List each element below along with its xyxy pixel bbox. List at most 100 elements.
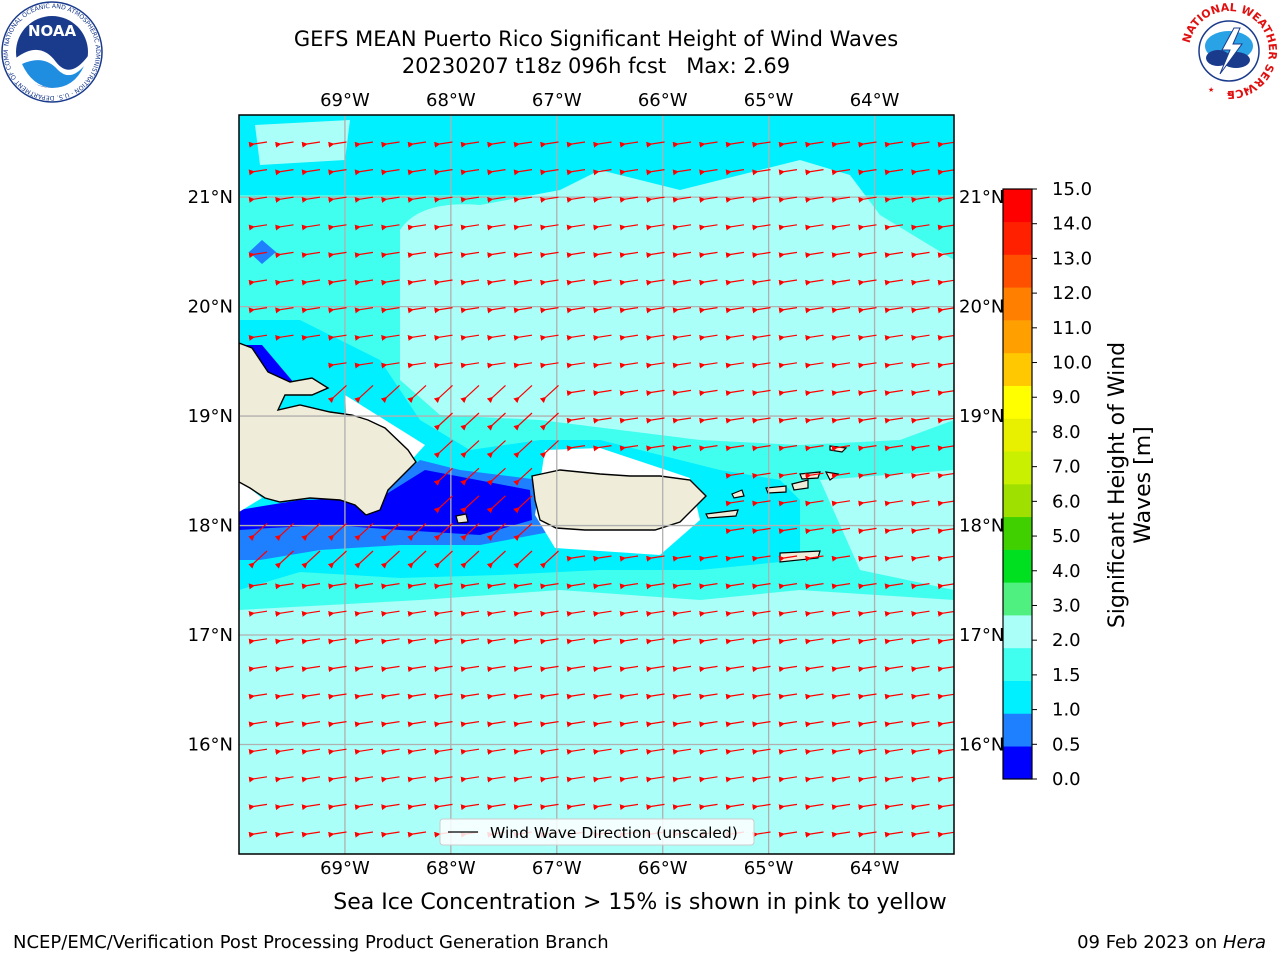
wave-arrow-75: [805, 196, 824, 203]
wave-arrow-181: [752, 307, 771, 314]
wave-arrow-57: [328, 196, 347, 203]
wave-arrow-533: [805, 721, 824, 728]
wave-arrow-588: [831, 776, 851, 783]
wave-arrow-569: [328, 776, 347, 783]
wave-arrow-81: [248, 224, 268, 231]
lat-tick-right-4: 17°N: [959, 625, 1004, 646]
wave-arrow-28: [275, 169, 294, 176]
wave-arrow-67: [593, 196, 612, 203]
wave-arrow-595: [301, 803, 321, 811]
wave-arrow-224: [540, 362, 559, 369]
wave-arrow-73: [752, 196, 771, 203]
wave-arrow-558: [752, 748, 771, 755]
colorbar-segment-0: [1003, 746, 1032, 780]
wave-arrow-244: [433, 384, 453, 403]
wave-arrow-70: [672, 196, 692, 203]
wave-arrow-233: [778, 362, 798, 369]
wave-arrow-227: [619, 362, 639, 369]
chart-subtitle: 20230207 t18z 096h fcst Max: 2.69: [401, 54, 791, 78]
wave-arrow-623: [328, 831, 347, 838]
wave-arrow-130: [831, 251, 851, 259]
footer-host: Hera: [1222, 932, 1266, 953]
wave-arrow-345: [831, 527, 851, 535]
wave-arrow-363: [593, 555, 612, 562]
wave-arrow-356: [407, 550, 427, 569]
wave-arrow-114: [407, 251, 427, 259]
wave-arrow-250: [593, 389, 612, 397]
wave-arrow-277: [778, 417, 798, 424]
wave-arrow-163: [275, 307, 294, 314]
wave-arrow-212: [858, 334, 877, 341]
land-puerto-rico: [531, 469, 707, 531]
wave-arrow-148: [593, 279, 612, 286]
wave-arrow-384: [434, 583, 453, 590]
lat-tick-right-2: 19°N: [959, 406, 1004, 427]
wave-arrow-548: [487, 748, 506, 755]
wave-arrow-207: [725, 334, 745, 341]
wave-arrow-424: [778, 610, 798, 617]
wave-arrow-35: [460, 169, 480, 176]
wave-arrow-606: [593, 803, 612, 811]
wave-arrow-77: [858, 196, 877, 203]
wave-arrow-170: [460, 307, 480, 314]
colorbar-segment-16: [1003, 221, 1032, 255]
wave-arrow-256: [752, 389, 771, 397]
wave-arrow-524: [566, 721, 586, 728]
wave-arrow-63: [487, 196, 506, 203]
lat-tick-left-4: 17°N: [188, 625, 233, 646]
wave-arrow-1: [275, 141, 294, 148]
wave-arrow-268: [539, 412, 559, 431]
wave-arrow-505: [778, 693, 798, 700]
wave-arrow-173: [540, 307, 559, 314]
wave-arrow-58: [354, 196, 374, 203]
wave-arrow-190: [275, 334, 294, 341]
wave-arrow-310: [778, 472, 798, 479]
lat-tick-right-3: 18°N: [959, 516, 1004, 537]
wave-arrow-142: [434, 279, 453, 286]
wave-arrow-545: [407, 748, 427, 755]
wave-arrow-370: [778, 555, 798, 562]
wave-arrow-276: [752, 417, 771, 424]
wave-arrow-33: [407, 169, 427, 176]
wave-arrow-570: [354, 776, 374, 783]
wave-arrow-94: [593, 224, 612, 231]
wave-arrow-85: [354, 224, 374, 231]
wave-arrow-117: [487, 251, 506, 259]
wave-arrow-371: [805, 555, 824, 562]
wave-arrow-106: [911, 224, 930, 231]
wave-arrow-82: [275, 224, 294, 231]
wave-arrow-361: [539, 550, 559, 569]
wave-arrow-118: [513, 251, 533, 259]
colorbar-tick-label-3: 1.5: [1052, 665, 1081, 686]
wave-arrow-324: [805, 500, 824, 507]
wave-arrow-617: [884, 803, 904, 811]
wave-arrow-559: [778, 748, 798, 755]
wave-arrow-176: [619, 307, 639, 314]
wave-arrow-562: [858, 748, 877, 755]
colorbar-tick-label-10: 8.0: [1052, 422, 1081, 443]
wave-arrow-605: [566, 803, 586, 811]
colorbar-tick-label-15: 13.0: [1052, 248, 1092, 269]
wave-arrow-266: [486, 412, 506, 431]
colorbar-segment-1: [1003, 713, 1032, 747]
wave-arrow-288: [539, 440, 559, 459]
wave-arrow-15: [646, 141, 665, 148]
colorbar-tick-label-7: 5.0: [1052, 526, 1081, 547]
wave-arrow-510: [911, 693, 930, 700]
wave-arrow-293: [672, 445, 692, 452]
colorbar-label-line2: Waves [m]: [1131, 426, 1156, 543]
wave-arrow-550: [540, 748, 559, 755]
lon-tick-top-4: 65°W: [744, 90, 794, 111]
wave-arrow-64: [513, 196, 533, 203]
wave-arrow-213: [884, 334, 904, 341]
wave-arrow-172: [513, 307, 533, 314]
wave-arrow-412: [460, 610, 480, 617]
wave-arrow-439: [460, 638, 480, 645]
wave-arrow-109: [275, 251, 294, 259]
wave-arrow-234: [805, 362, 824, 369]
wave-arrow-226: [593, 362, 612, 369]
wave-arrow-38: [540, 169, 559, 176]
wave-arrow-401: [884, 583, 904, 590]
wave-arrow-299: [831, 445, 851, 452]
